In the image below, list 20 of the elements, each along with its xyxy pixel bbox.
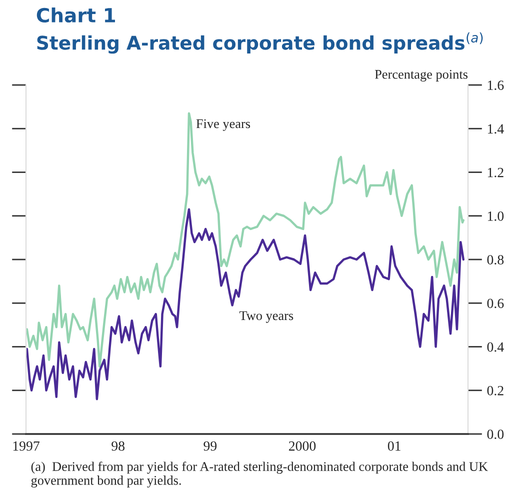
y-tick-label: 0.6 (487, 298, 504, 308)
y-tick-label: 1.4 (488, 124, 504, 134)
y-tick-label: 0.4 (487, 342, 504, 352)
text: (a) Derived from par yields for A-rated sterling-denominated corporate bonds and UK government bond par yields. (31, 462, 488, 488)
y-axis-title: Percentage points (374, 70, 468, 82)
annotation: Two years (239, 311, 294, 323)
y-tick-label: 1.6 (488, 80, 504, 90)
y-tick-label: 0.0 (487, 430, 504, 440)
y-tick-label: 1.2 (488, 168, 504, 178)
chart-subtitle: Sterling A-rated corporate bond spreads$^{(a)}$ (37, 32, 483, 54)
x-tick-label: 1997 (13, 441, 40, 451)
x-tick-label: 2000 (288, 441, 316, 451)
y-tick-label: 0.2 (487, 386, 504, 396)
x-tick-label: 01 (388, 441, 400, 451)
chart-title: Chart 1 (36, 7, 115, 23)
y-tick-label: 1.0 (488, 211, 504, 221)
y-tick-label: 0.8 (487, 255, 504, 265)
x-tick-label: 98 (112, 441, 124, 451)
x-tick-label: 99 (204, 441, 217, 451)
annotation: Five years (196, 119, 250, 131)
